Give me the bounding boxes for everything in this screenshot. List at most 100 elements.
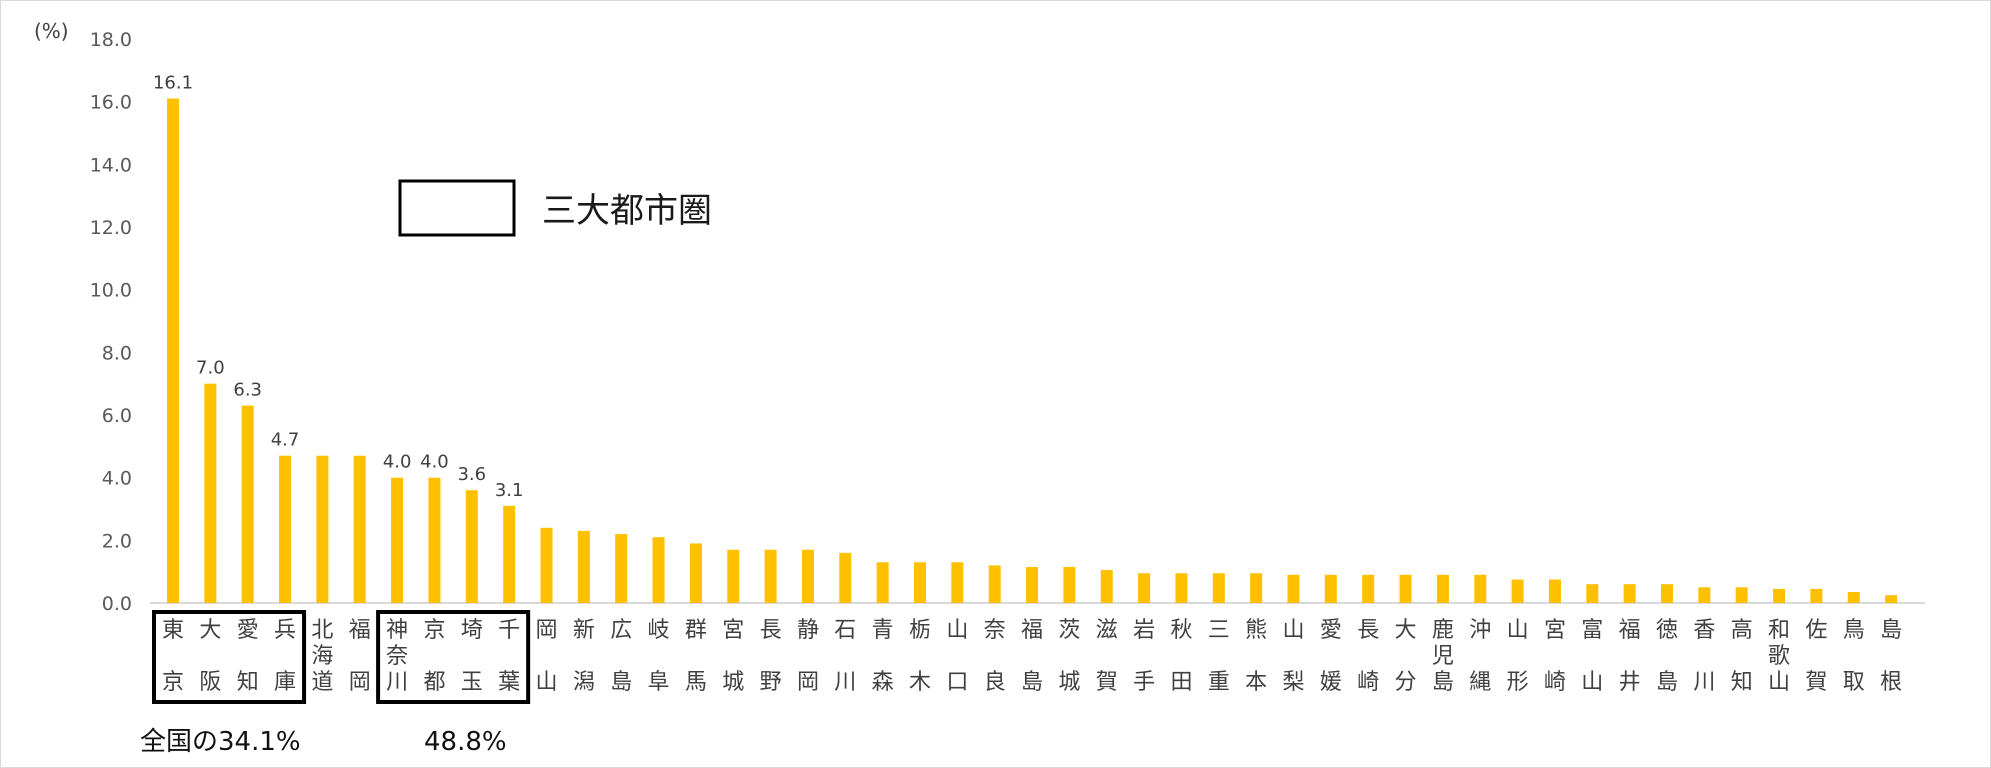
category-char: 庫 bbox=[274, 670, 296, 695]
bar bbox=[1548, 579, 1561, 603]
category-label: 滋賀 bbox=[1096, 618, 1118, 695]
category-char: 熊 bbox=[1245, 618, 1267, 643]
category-char: 川 bbox=[1693, 670, 1715, 695]
category-label: 三重 bbox=[1208, 618, 1230, 695]
category-char: 川 bbox=[834, 670, 856, 695]
bar bbox=[1175, 573, 1188, 603]
category-label: 大阪 bbox=[199, 618, 221, 695]
category-char: 賀 bbox=[1096, 670, 1118, 695]
bar bbox=[1586, 584, 1599, 603]
category-char: 根 bbox=[1880, 670, 1902, 695]
bar bbox=[1847, 592, 1860, 603]
category-char: 沖 bbox=[1469, 618, 1491, 643]
category-char: 長 bbox=[760, 618, 782, 643]
category-char: 秋 bbox=[1170, 618, 1192, 643]
category-char: 滋 bbox=[1096, 618, 1118, 643]
category-label: 秋田 bbox=[1170, 618, 1192, 695]
bar bbox=[204, 383, 217, 603]
category-label: 静岡 bbox=[797, 618, 819, 695]
group-box bbox=[152, 610, 307, 704]
category-char: 大 bbox=[199, 618, 221, 643]
category-char: 森 bbox=[872, 670, 894, 695]
bar bbox=[615, 534, 628, 603]
category-char: 香 bbox=[1693, 618, 1715, 643]
category-char: 賀 bbox=[1805, 670, 1827, 695]
category-char: 井 bbox=[1619, 670, 1641, 695]
bar bbox=[1623, 584, 1636, 603]
bar bbox=[764, 549, 777, 603]
category-label: 愛媛 bbox=[1320, 618, 1342, 695]
bar bbox=[241, 405, 254, 603]
bar bbox=[353, 455, 366, 603]
category-char: 田 bbox=[1170, 670, 1192, 695]
bar bbox=[1810, 588, 1823, 603]
bar bbox=[914, 562, 926, 603]
category-char: 愛 bbox=[1320, 618, 1342, 643]
category-char: 潟 bbox=[573, 670, 595, 695]
bar bbox=[727, 549, 740, 603]
category-char: 都 bbox=[423, 670, 445, 695]
category-char: 阪 bbox=[199, 670, 221, 695]
category-label: 山梨 bbox=[1282, 618, 1304, 695]
bar bbox=[503, 505, 516, 603]
category-label: 新潟 bbox=[573, 618, 595, 695]
category-char: 児 bbox=[1432, 644, 1454, 669]
category-char: 道 bbox=[311, 670, 333, 695]
category-char: 媛 bbox=[1320, 670, 1342, 695]
bar bbox=[1474, 574, 1487, 603]
category-label: 宮城 bbox=[722, 618, 744, 695]
category-char: 城 bbox=[722, 670, 744, 695]
bar bbox=[1436, 574, 1449, 603]
category-label: 北海道 bbox=[311, 618, 333, 695]
category-char: 群 bbox=[685, 618, 707, 643]
category-label: 東京 bbox=[162, 618, 184, 695]
category-char: 島 bbox=[1880, 618, 1902, 643]
category-char: 岩 bbox=[1133, 618, 1155, 643]
data-label: 3.1 bbox=[495, 480, 524, 501]
bar bbox=[988, 565, 1001, 603]
legend-label: 三大都市圏 bbox=[542, 191, 712, 231]
category-char: 長 bbox=[1357, 618, 1379, 643]
bar bbox=[316, 455, 329, 603]
category-char: 石 bbox=[834, 618, 856, 643]
category-char: 福 bbox=[1021, 618, 1043, 643]
category-label: 大分 bbox=[1395, 618, 1417, 695]
category-label: 鳥取 bbox=[1843, 618, 1865, 695]
category-label: 山口 bbox=[946, 618, 968, 695]
y-tick-label: 4.0 bbox=[102, 468, 132, 490]
category-label: 栃木 bbox=[909, 618, 931, 695]
category-char: 岐 bbox=[648, 618, 670, 643]
category-label: 群馬 bbox=[685, 618, 707, 695]
bar bbox=[951, 562, 964, 603]
category-char: 岡 bbox=[535, 618, 557, 643]
category-char: 口 bbox=[946, 670, 968, 695]
category-char: 野 bbox=[760, 670, 782, 695]
category-char: 山 bbox=[1282, 618, 1304, 643]
bar bbox=[1026, 566, 1039, 603]
data-label: 7.0 bbox=[196, 358, 225, 379]
bar bbox=[428, 477, 441, 603]
group-box bbox=[376, 610, 531, 704]
category-label: 愛知 bbox=[237, 618, 259, 695]
data-label: 3.6 bbox=[457, 464, 486, 485]
category-label: 石川 bbox=[834, 618, 856, 695]
category-char: 知 bbox=[1731, 670, 1753, 695]
category-char: 三 bbox=[1208, 618, 1230, 643]
bar bbox=[1735, 587, 1748, 603]
bar bbox=[652, 537, 665, 603]
category-char: 縄 bbox=[1469, 670, 1491, 695]
category-char: 岡 bbox=[797, 670, 819, 695]
category-char: 福 bbox=[1619, 618, 1641, 643]
category-char: 手 bbox=[1133, 670, 1155, 695]
category-char: 阜 bbox=[648, 670, 670, 695]
category-char: 徳 bbox=[1656, 618, 1678, 643]
category-char: 形 bbox=[1507, 670, 1529, 695]
category-char: 北 bbox=[311, 618, 333, 643]
y-axis-unit-label: (%) bbox=[34, 19, 69, 43]
bar bbox=[801, 549, 814, 603]
bar bbox=[876, 562, 889, 603]
bar bbox=[1250, 573, 1263, 603]
y-tick-label: 16.0 bbox=[90, 92, 132, 114]
category-char: 島 bbox=[610, 670, 632, 695]
category-label: 千葉 bbox=[498, 618, 520, 695]
